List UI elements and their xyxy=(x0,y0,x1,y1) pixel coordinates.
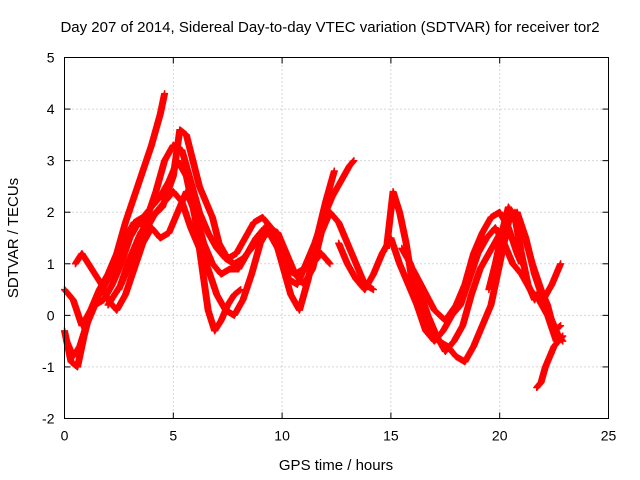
x-axis-label: GPS time / hours xyxy=(279,457,393,474)
series-markers xyxy=(533,332,567,392)
series-markers xyxy=(485,203,565,335)
x-tick-label: 10 xyxy=(274,428,290,444)
x-tick-label: 0 xyxy=(61,428,69,444)
y-tick-label: 3 xyxy=(47,153,55,169)
series-track xyxy=(485,203,565,335)
chart-title: Day 207 of 2014, Sidereal Day-to-day VTE… xyxy=(60,19,599,36)
x-tick-label: 25 xyxy=(601,428,617,444)
x-tick-label: 20 xyxy=(492,428,508,444)
data-series xyxy=(61,90,567,392)
x-tick-label: 5 xyxy=(169,428,177,444)
y-tick-label: 1 xyxy=(47,256,55,272)
y-tick-label: 4 xyxy=(47,101,55,117)
series-track xyxy=(71,167,338,314)
y-tick-label: -2 xyxy=(42,411,55,427)
series-markers xyxy=(71,167,338,314)
grid xyxy=(64,57,609,419)
y-tick-label: -1 xyxy=(42,359,55,375)
y-axis-label: SDTVAR / TECUs xyxy=(5,178,22,298)
y-tick-label: 0 xyxy=(47,307,55,323)
x-tick-label: 15 xyxy=(383,428,399,444)
series-track xyxy=(409,208,525,325)
series-markers xyxy=(409,208,525,325)
y-tick-label: 5 xyxy=(47,50,55,66)
series-track xyxy=(533,332,567,392)
plot-frame xyxy=(64,57,609,419)
y-tick-label: 2 xyxy=(47,204,55,220)
